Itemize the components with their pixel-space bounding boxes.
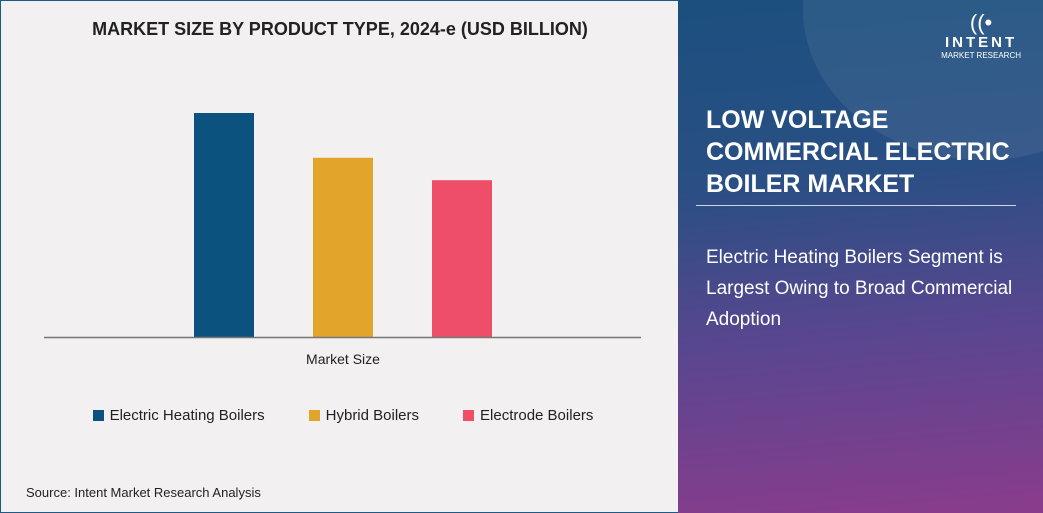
bar-hybrid-boilers bbox=[313, 157, 373, 337]
logo-brand: INTENT bbox=[944, 34, 1018, 51]
market-title: LOW VOLTAGE COMMERCIAL ELECTRIC BOILER M… bbox=[706, 106, 1010, 198]
legend-swatch bbox=[463, 410, 475, 421]
signal-icon: ((• bbox=[969, 10, 993, 35]
legend-item: Hybrid Boilers bbox=[308, 407, 420, 424]
legend-item: Electric Heating Boilers bbox=[92, 407, 265, 424]
intent-logo: ((• INTENT MARKET RESEARCH bbox=[941, 10, 1021, 61]
chart-panel: MARKET SIZE BY PRODUCT TYPE, 2024-e (USD… bbox=[0, 0, 678, 513]
logo-sub: MARKET RESEARCH bbox=[941, 51, 1021, 60]
info-panel: ((• INTENT MARKET RESEARCH LOW VOLTAGE C… bbox=[678, 0, 1043, 513]
source-note: Source: Intent Market Research Analysis bbox=[26, 485, 261, 500]
chart-title: MARKET SIZE BY PRODUCT TYPE, 2024-e (USD… bbox=[92, 19, 588, 39]
legend-label: Hybrid Boilers bbox=[325, 407, 420, 424]
legend-item: Electrode Boilers bbox=[463, 407, 593, 424]
legend-swatch bbox=[92, 410, 104, 421]
bar-electrode-boilers bbox=[432, 180, 492, 337]
legend-label: Electrode Boilers bbox=[480, 407, 594, 424]
x-axis-label: Market Size bbox=[306, 351, 380, 367]
bar-electric-heating-boilers bbox=[194, 113, 254, 337]
legend-swatch bbox=[308, 410, 320, 421]
divider bbox=[696, 205, 1016, 206]
legend: Electric Heating Boilers Hybrid Boilers El… bbox=[1, 407, 685, 424]
bar-chart bbox=[44, 113, 641, 339]
market-subtitle: Electric Heating Boilers Segment is Larg… bbox=[706, 247, 1013, 330]
legend-label: Electric Heating Boilers bbox=[109, 407, 265, 424]
